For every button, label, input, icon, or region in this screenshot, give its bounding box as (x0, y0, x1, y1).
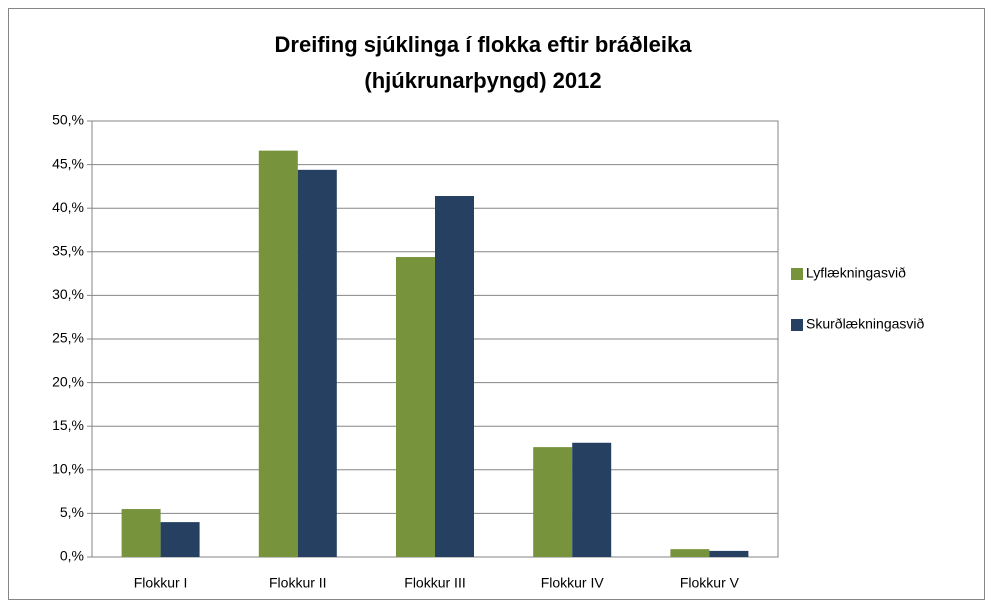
y-tick-label: 35,% (52, 243, 84, 259)
y-tick-label: 40,% (52, 199, 84, 215)
bar (533, 447, 573, 557)
y-tick-label: 20,% (52, 373, 84, 389)
bar (709, 550, 749, 557)
y-tick-label: 50,% (52, 112, 84, 128)
x-tick-label: Flokkur I (134, 575, 188, 591)
y-tick-label: 10,% (52, 461, 84, 477)
chart-title: (hjúkrunarþyngd) 2012 (364, 68, 601, 93)
y-tick-label: 15,% (52, 417, 84, 433)
bar (297, 169, 337, 557)
legend-label: Lyflækningasvið (806, 265, 906, 281)
x-tick-label: Flokkur V (680, 575, 740, 591)
x-tick-label: Flokkur IV (541, 575, 605, 591)
y-tick-label: 0,% (60, 548, 84, 564)
bar (396, 257, 435, 557)
y-tick-label: 5,% (60, 504, 84, 520)
legend-swatch (791, 268, 803, 280)
bar (572, 442, 612, 557)
bar (160, 522, 200, 557)
bar (670, 549, 710, 557)
x-tick-label: Flokkur II (269, 575, 327, 591)
y-tick-label: 30,% (52, 286, 84, 302)
bar (121, 509, 161, 557)
bar (258, 150, 298, 557)
chart-title: Dreifing sjúklinga í flokka eftir bráðle… (275, 32, 693, 57)
bar (435, 195, 474, 557)
legend-swatch (791, 319, 803, 331)
x-tick-label: Flokkur III (404, 575, 465, 591)
legend-label: Skurðlækningasvið (806, 316, 924, 332)
y-tick-label: 25,% (52, 330, 84, 346)
chart-border (8, 8, 985, 600)
y-tick-label: 45,% (52, 155, 84, 171)
